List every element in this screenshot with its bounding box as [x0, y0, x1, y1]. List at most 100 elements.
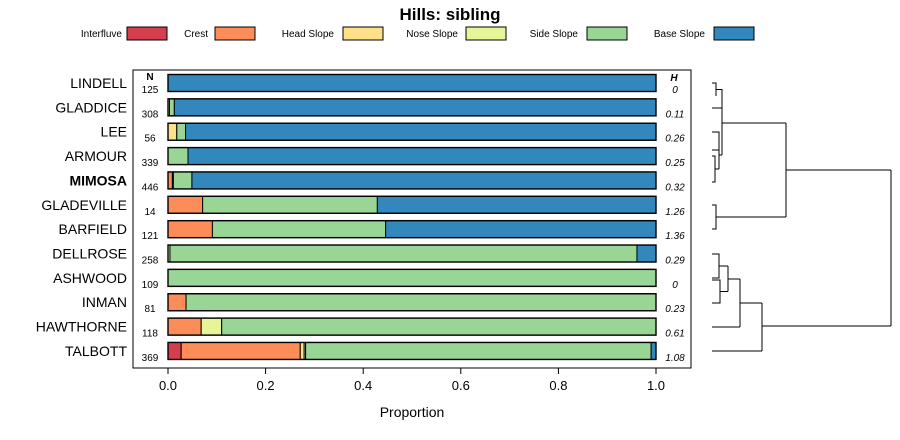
chart-title: Hills: sibling	[399, 5, 500, 24]
h-value: 0.61	[665, 329, 684, 340]
h-value: 1.08	[665, 353, 685, 364]
n-value: 81	[144, 304, 156, 315]
bar-row	[167, 146, 657, 166]
legend-swatch	[586, 26, 628, 41]
x-axis-title: Proportion	[380, 404, 445, 420]
bar-segment	[167, 195, 204, 214]
row-label: DELLROSE	[52, 246, 127, 262]
bar-segment	[173, 98, 657, 117]
bar-segment	[385, 220, 657, 239]
bar-outline	[167, 171, 657, 190]
h-value: 1.36	[665, 231, 685, 242]
row-label: LINDELL	[70, 75, 127, 91]
bar-outline	[167, 98, 657, 117]
n-value: 118	[142, 329, 158, 340]
bar-segment	[176, 122, 187, 141]
bar-segment	[167, 268, 657, 287]
n-column-header: N	[146, 72, 153, 83]
n-value: 308	[142, 109, 159, 120]
legend-label: Head Slope	[282, 29, 335, 40]
bar-segment	[167, 341, 182, 360]
bar-segment	[167, 74, 657, 92]
h-value: 0	[672, 280, 678, 291]
bar-segment	[167, 317, 202, 336]
bar-segment	[299, 341, 305, 360]
n-value: 258	[142, 256, 159, 267]
row-label: LEE	[101, 124, 127, 140]
x-tick-label: 0.2	[257, 378, 275, 393]
legend-label: Side Slope	[530, 29, 579, 40]
legend-label: Nose Slope	[406, 29, 458, 40]
x-tick-label: 0.8	[549, 378, 567, 393]
dendrogram-branch	[712, 204, 717, 230]
bar-segment	[185, 293, 657, 312]
dendrogram-branch	[712, 279, 721, 304]
dendrogram-branch	[712, 82, 717, 96]
row-label: INMAN	[82, 294, 127, 310]
bar-row	[167, 293, 657, 312]
bar-row	[167, 171, 657, 190]
bar-segment	[168, 98, 175, 117]
bar-segment	[636, 244, 657, 263]
x-tick-label: 0.0	[159, 378, 177, 393]
h-labels: 0 0.11 0.26 0.25 0.32 1.26 1.36 0.29 0 0.23 0.61 1.…	[665, 85, 685, 364]
row-label: ARMOUR	[65, 148, 127, 164]
bar-row	[167, 268, 657, 288]
row-label: ASHWOOD	[53, 270, 127, 286]
legend-swatch	[713, 26, 755, 41]
bar-outline	[167, 341, 657, 361]
n-value: 14	[144, 207, 156, 218]
plot-frame	[132, 69, 692, 369]
bar-segment	[200, 317, 223, 336]
row-label: GLADEVILLE	[41, 197, 127, 213]
h-value: 0.26	[665, 134, 685, 145]
x-tick-label: 0.6	[452, 378, 470, 393]
bar-row	[167, 195, 657, 215]
x-axis: 0.0 0.2 0.4 0.6 0.8 1.0	[159, 368, 665, 393]
bar-segment	[376, 195, 657, 214]
legend-swatch	[342, 26, 384, 41]
bar-row	[167, 73, 657, 93]
bar-segment	[305, 341, 652, 360]
bar-row	[167, 244, 657, 263]
dendrogram-branch	[712, 155, 716, 183]
bar-segment	[169, 244, 638, 263]
bar-segment	[202, 195, 378, 214]
bar-row	[167, 98, 657, 117]
legend-swatch	[465, 26, 507, 41]
bar-outline	[167, 317, 657, 336]
legend-label: Base Slope	[654, 29, 706, 40]
legend: Interfluve Crest Head Slope Nose Slope Side …	[81, 26, 755, 41]
bar-row	[167, 341, 657, 361]
n-value: 369	[142, 353, 159, 364]
bar-segment	[221, 317, 657, 336]
n-value: 56	[144, 134, 156, 145]
legend-label: Interfluve	[81, 29, 123, 40]
dendrogram-branch	[716, 89, 723, 109]
dendrogram-branch	[712, 253, 720, 279]
n-value: 339	[142, 158, 159, 169]
n-value: 109	[142, 280, 159, 291]
bar-segment	[167, 293, 187, 312]
h-value: 1.26	[665, 207, 685, 218]
bar-outline	[167, 219, 657, 239]
row-label: HAWTHORNE	[36, 319, 127, 335]
bar-outline	[167, 122, 657, 141]
x-tick-label: 1.0	[647, 378, 665, 393]
row-labels: LINDELL GLADDICE LEE ARMOUR MIMOSA GLADEVILLE…	[36, 75, 128, 359]
n-labels: 125 308 56 339 446 14 121 258 109 81 118 369	[142, 85, 159, 364]
bar-outline	[167, 146, 657, 166]
row-label: GLADDICE	[55, 99, 127, 115]
bar-segment	[167, 220, 213, 239]
bar-row	[167, 122, 657, 141]
dendrogram	[712, 82, 892, 352]
dendrogram-branch	[712, 131, 720, 151]
bar-outline	[167, 293, 657, 312]
row-label: MIMOSA	[69, 172, 127, 188]
h-value: 0.32	[665, 182, 685, 193]
bar-segment	[172, 171, 193, 190]
bar-segment	[180, 341, 301, 360]
bar-segment	[185, 122, 657, 141]
legend-label: Crest	[184, 29, 208, 40]
